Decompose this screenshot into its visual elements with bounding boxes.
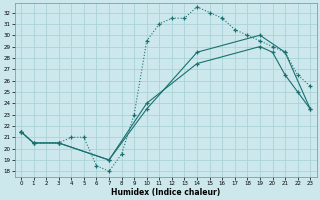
- X-axis label: Humidex (Indice chaleur): Humidex (Indice chaleur): [111, 188, 220, 197]
